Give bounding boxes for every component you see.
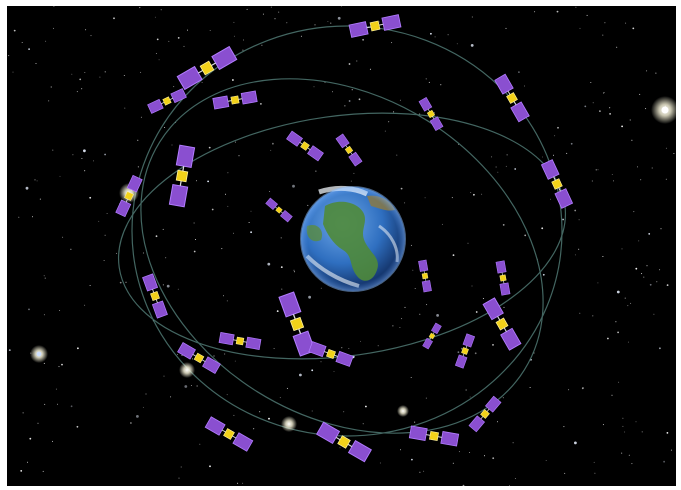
satellite-icon [540, 159, 574, 209]
orbit-ring-outer [131, 25, 563, 437]
satellite-icon [142, 273, 168, 319]
space-image-frame [7, 6, 676, 486]
satellite-icon [218, 332, 262, 350]
orbit-ring-tilted [140, 78, 544, 434]
satellite-icon [176, 45, 238, 91]
satellite-icon [308, 341, 354, 367]
satellite-icon [408, 425, 460, 447]
satellite-icon [348, 14, 402, 38]
satellite-icon [212, 90, 258, 110]
satellite-icon [335, 133, 363, 167]
bright-star [281, 416, 297, 432]
satellite-icon [482, 297, 522, 351]
satellite-icon [204, 416, 254, 452]
satellite-icon [418, 96, 444, 132]
satellite-icon [316, 421, 372, 463]
bright-star [179, 362, 195, 378]
star-field [8, 6, 675, 486]
satellite-icon [147, 88, 187, 114]
satellite-icon [177, 342, 221, 374]
satellites [115, 14, 574, 463]
satellite-icon [494, 73, 530, 123]
satellite-icon [168, 144, 196, 208]
satellite-icon [265, 197, 293, 223]
satellite-icon [422, 322, 442, 350]
earth-globe [300, 185, 406, 292]
satellite-icon [286, 130, 324, 162]
satellite-icon [454, 333, 476, 369]
satellite-icon [418, 259, 432, 293]
satellite-icon [468, 395, 502, 433]
satellite-constellation-illustration [7, 6, 676, 486]
bright-star [397, 405, 409, 417]
satellite-icon [495, 260, 511, 296]
satellite-icon [115, 174, 143, 218]
satellite-icon [278, 291, 316, 357]
